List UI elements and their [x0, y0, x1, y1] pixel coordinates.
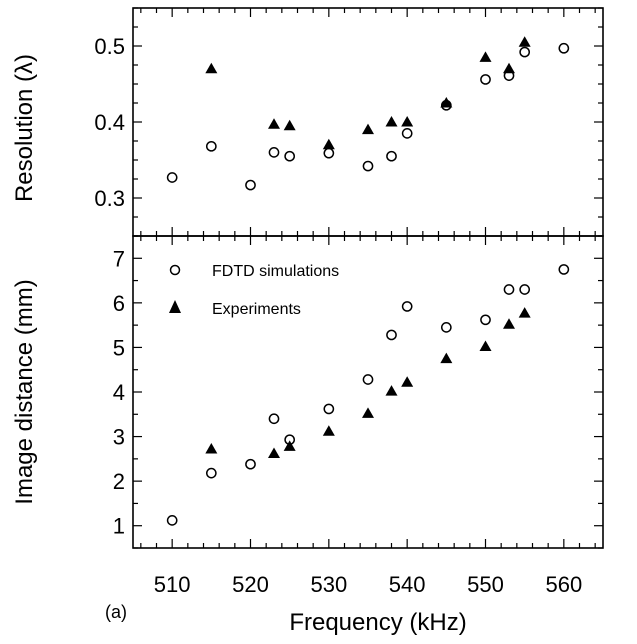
data-point-circle: [362, 374, 374, 385]
data-point-circle: [323, 147, 335, 159]
data-point-circle: [519, 284, 531, 295]
data-point-circle: [166, 172, 178, 183]
data-point-triangle: [401, 116, 414, 127]
data-point-triangle: [268, 447, 280, 459]
data-point-triangle: [479, 340, 492, 352]
data-point-circle: [323, 403, 335, 415]
data-point-triangle: [362, 123, 374, 135]
x-tick-labels: 510 520 530 540 550 560: [154, 572, 582, 597]
data-point-triangle: [322, 425, 335, 436]
data-point-circle: [268, 147, 280, 158]
data-point-triangle: [401, 376, 414, 387]
top-y-tick-labels: 0.3 0.4 0.5: [94, 34, 125, 211]
top-panel: 0.3 0.4 0.5 Resolution (λ): [11, 7, 604, 237]
x-tick-label: 530: [310, 572, 347, 597]
data-point-triangle: [205, 62, 218, 74]
data-point-triangle: [322, 138, 335, 150]
data-point-circle: [166, 515, 178, 526]
data-point-triangle: [283, 119, 296, 131]
data-point-triangle: [518, 307, 531, 318]
y-tick-label: 5: [113, 335, 125, 360]
data-point-triangle: [503, 318, 515, 329]
data-point-circle: [480, 74, 491, 85]
data-point-circle: [480, 314, 491, 326]
data-point-triangle: [518, 36, 531, 47]
panel-tag: (a): [105, 602, 127, 622]
y-tick-label: 2: [113, 469, 125, 494]
data-point-circle: [386, 329, 397, 341]
data-point-circle: [205, 140, 217, 152]
x-axis-title: Frequency (kHz): [289, 609, 466, 636]
data-point-triangle: [479, 51, 492, 62]
bottom-y-axis-title: Image distance (mm): [11, 279, 38, 504]
bottom-axis-ticks: [133, 235, 603, 549]
y-tick-label: 6: [113, 291, 125, 316]
data-point-triangle: [440, 352, 453, 364]
data-point-circle: [558, 264, 570, 275]
data-point-circle: [268, 413, 280, 425]
bottom-data-marks: [166, 264, 570, 526]
data-point-triangle: [283, 440, 296, 451]
data-point-circle: [503, 284, 515, 295]
data-point-triangle: [440, 97, 453, 108]
data-point-circle: [284, 150, 296, 162]
y-tick-label: 0.5: [94, 34, 125, 59]
y-tick-label: 0.3: [94, 186, 125, 211]
data-point-circle: [386, 150, 397, 162]
data-point-triangle: [362, 407, 374, 418]
top-axis-ticks: [133, 7, 603, 237]
data-point-triangle: [503, 62, 515, 74]
legend: FDTD simulations Experiments: [169, 263, 339, 318]
data-point-circle: [401, 128, 413, 139]
data-point-circle: [401, 301, 413, 312]
data-point-circle: [362, 160, 374, 172]
x-tick-label: 550: [467, 572, 504, 597]
data-point-circle: [205, 467, 217, 479]
top-y-axis-title: Resolution (λ): [11, 54, 38, 202]
legend-circle-marker: [169, 264, 181, 276]
data-point-circle: [245, 458, 256, 470]
data-point-triangle: [385, 116, 398, 127]
x-tick-label: 560: [545, 572, 582, 597]
top-plot-frame: [132, 7, 604, 237]
bottom-y-tick-labels: 1 2 3 4 5 6 7: [113, 246, 125, 538]
y-tick-label: 1: [113, 514, 125, 539]
data-point-circle: [440, 322, 452, 333]
top-data-marks: [166, 36, 570, 191]
y-tick-label: 4: [113, 380, 125, 405]
x-tick-label: 520: [232, 572, 269, 597]
x-tick-label: 510: [154, 572, 191, 597]
x-tick-label: 540: [389, 572, 426, 597]
legend-entry-fdtd: FDTD simulations: [212, 263, 339, 280]
y-tick-label: 3: [113, 425, 125, 450]
y-tick-label: 0.4: [94, 110, 125, 135]
bottom-panel: 1 2 3 4 5 6 7 510 520 530 540 550 560 Image distanc…: [11, 235, 604, 636]
legend-triangle-marker: [169, 300, 181, 313]
data-point-circle: [519, 46, 531, 58]
data-point-triangle: [268, 118, 280, 129]
bottom-plot-frame: [132, 235, 604, 549]
y-tick-label: 7: [113, 246, 125, 271]
data-point-triangle: [385, 385, 398, 396]
legend-entry-experiments: Experiments: [212, 301, 301, 318]
data-point-circle: [558, 42, 570, 54]
data-point-circle: [245, 179, 256, 191]
data-point-triangle: [205, 443, 218, 454]
